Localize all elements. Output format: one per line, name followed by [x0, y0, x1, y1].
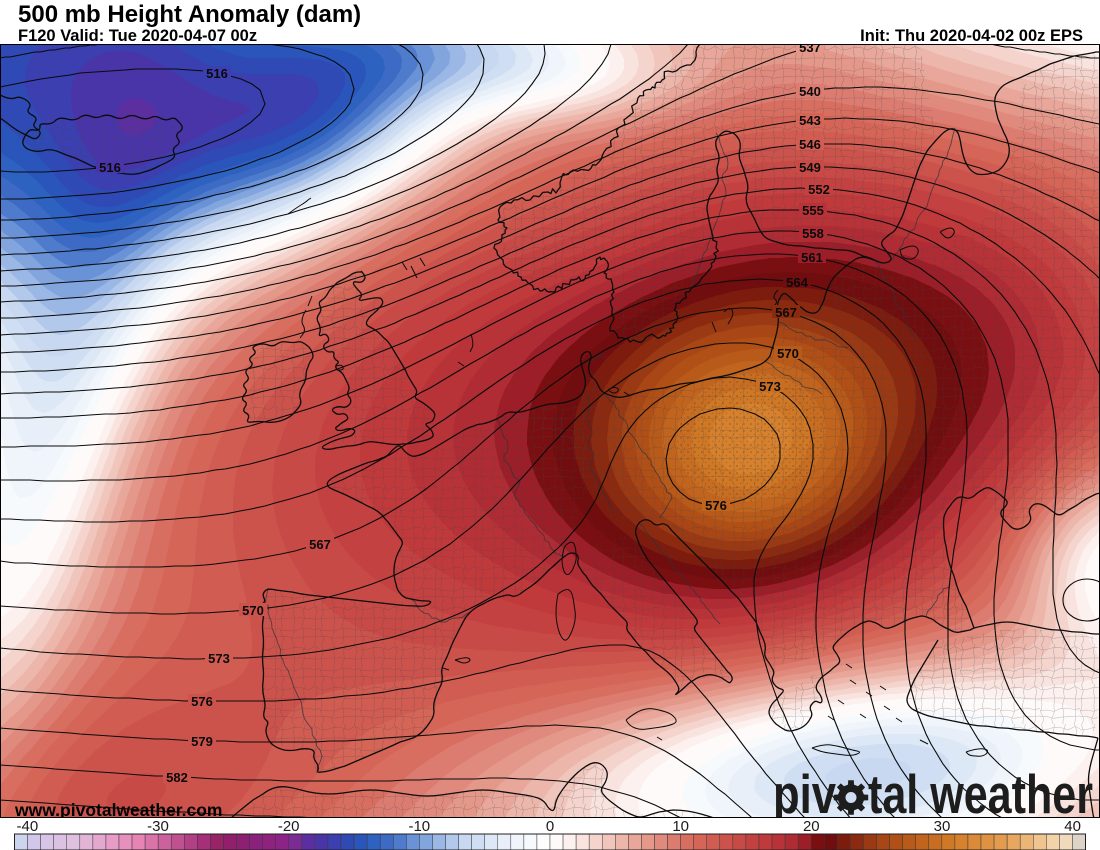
- svg-text:567: 567: [775, 305, 797, 320]
- svg-text:-20: -20: [278, 818, 300, 835]
- svg-text:537: 537: [799, 44, 821, 55]
- svg-text:546: 546: [799, 137, 821, 152]
- svg-text:-30: -30: [147, 818, 169, 835]
- svg-text:582: 582: [166, 770, 188, 785]
- svg-text:570: 570: [777, 346, 799, 361]
- svg-text:516: 516: [206, 66, 228, 81]
- svg-text:564: 564: [786, 275, 808, 290]
- svg-text:576: 576: [705, 498, 727, 513]
- svg-text:543: 543: [799, 113, 821, 128]
- svg-text:555: 555: [802, 203, 824, 218]
- svg-text:0: 0: [546, 818, 554, 835]
- svg-text:-40: -40: [17, 818, 39, 835]
- svg-text:540: 540: [799, 84, 821, 99]
- svg-text:www.pivotalweather.com: www.pivotalweather.com: [14, 800, 222, 818]
- svg-text:10: 10: [672, 818, 689, 835]
- svg-text:piv: piv: [773, 763, 836, 818]
- svg-text:573: 573: [208, 651, 230, 666]
- svg-text:-10: -10: [408, 818, 430, 835]
- svg-text:30: 30: [934, 818, 951, 835]
- svg-text:552: 552: [808, 182, 830, 197]
- svg-text:579: 579: [191, 734, 213, 749]
- svg-text:570: 570: [242, 603, 264, 618]
- svg-text:561: 561: [801, 250, 823, 265]
- svg-text:tal weather: tal weather: [868, 763, 1093, 818]
- svg-text:558: 558: [802, 226, 824, 241]
- svg-text:516: 516: [99, 160, 121, 175]
- svg-text:40: 40: [1064, 818, 1081, 835]
- svg-text:20: 20: [803, 818, 820, 835]
- svg-text:567: 567: [309, 537, 331, 552]
- svg-text:549: 549: [799, 160, 821, 175]
- svg-text:576: 576: [191, 694, 213, 709]
- svg-text:573: 573: [759, 379, 781, 394]
